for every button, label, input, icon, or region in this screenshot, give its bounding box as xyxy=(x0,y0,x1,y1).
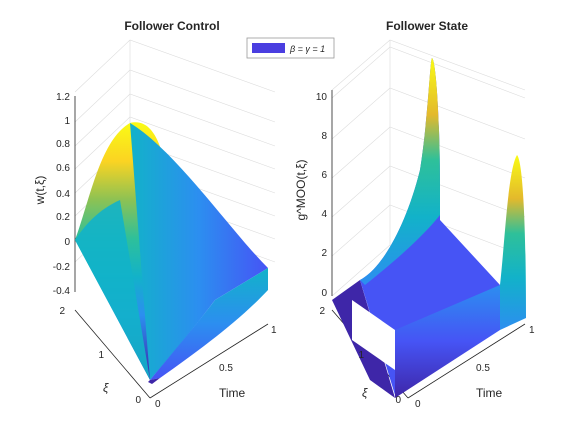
y-tick-label: 0 xyxy=(395,395,401,406)
z-tick-label: 1 xyxy=(64,116,70,127)
control-surface xyxy=(75,122,268,384)
follower-control-plot: Follower Control 1.2 1 0.8 0.6 0.4 0.2 0 xyxy=(33,19,277,410)
z-tick-label: 4 xyxy=(321,209,327,220)
surface-peak-t1 xyxy=(500,155,526,330)
gridlines xyxy=(331,46,526,257)
surface-lower-face xyxy=(150,268,268,380)
z-axis-label: w(t,ξ) xyxy=(33,176,47,206)
legend-swatch xyxy=(252,43,285,53)
x-ticks: 0 0.5 1 xyxy=(415,325,535,410)
z-tick-label: 0 xyxy=(321,288,327,299)
x-tick-label: 0.5 xyxy=(476,363,490,374)
follower-state-plot: Follower State 10 8 6 4 2 0 g^MOO(t,ξ) xyxy=(294,19,535,410)
z-tick-label: 6 xyxy=(321,170,327,181)
surface-top-face xyxy=(130,123,268,380)
legend-label: β = γ = 1 xyxy=(289,44,325,54)
z-tick-label: 10 xyxy=(316,92,328,103)
y-axis-label: ξ xyxy=(362,386,368,400)
y-tick-label: 1 xyxy=(98,350,104,361)
y-tick-label: 1 xyxy=(358,350,364,361)
y-axis-label: ξ xyxy=(103,381,109,395)
state-surface xyxy=(332,58,526,398)
x-axis-label: Time xyxy=(476,386,503,400)
y-tick-label: 2 xyxy=(319,306,325,317)
z-tick-label: 8 xyxy=(321,131,327,142)
chart-title: Follower State xyxy=(386,19,468,33)
surface-peak-t0 xyxy=(360,58,440,285)
z-tick-label: 0.6 xyxy=(56,163,70,174)
surface-gap xyxy=(352,300,395,370)
x-axis-line xyxy=(407,323,526,399)
z-tick-label: -0.4 xyxy=(53,286,71,297)
chart-title: Follower Control xyxy=(124,19,219,33)
y-tick-label: 0 xyxy=(135,395,141,406)
legend: β = γ = 1 xyxy=(246,37,335,59)
z-axis-label: g^MOO(t,ξ) xyxy=(294,159,308,220)
surface-front-wall xyxy=(395,285,500,398)
x-axis-label: Time xyxy=(219,386,246,400)
z-tick-label: 0.2 xyxy=(56,212,70,223)
x-tick-label: 0.5 xyxy=(219,363,233,374)
x-tick-label: 1 xyxy=(271,325,277,336)
z-ticks: 10 8 6 4 2 0 xyxy=(316,92,328,299)
z-tick-label: 0.8 xyxy=(56,139,70,150)
y-ticks: 2 1 0 xyxy=(319,306,401,406)
x-ticks: 0 0.5 1 xyxy=(155,325,277,410)
x-tick-label: 0 xyxy=(415,399,421,410)
z-tick-label: -0.2 xyxy=(53,262,71,273)
z-tick-label: 0.4 xyxy=(56,189,70,200)
z-tick-label: 1.2 xyxy=(56,92,70,103)
z-ticks: 1.2 1 0.8 0.6 0.4 0.2 0 -0.2 -0.4 xyxy=(53,92,71,297)
z-tick-label: 0 xyxy=(64,237,70,248)
surface-left-fold xyxy=(75,200,150,380)
x-axis-line xyxy=(149,323,269,399)
z-tick-label: 2 xyxy=(321,248,327,259)
y-ticks: 2 1 0 xyxy=(59,306,141,406)
x-tick-label: 0 xyxy=(155,399,161,410)
surface-tip xyxy=(148,378,160,384)
y-axis-line xyxy=(74,309,151,399)
x-tick-label: 1 xyxy=(529,325,535,336)
y-tick-label: 2 xyxy=(59,306,65,317)
